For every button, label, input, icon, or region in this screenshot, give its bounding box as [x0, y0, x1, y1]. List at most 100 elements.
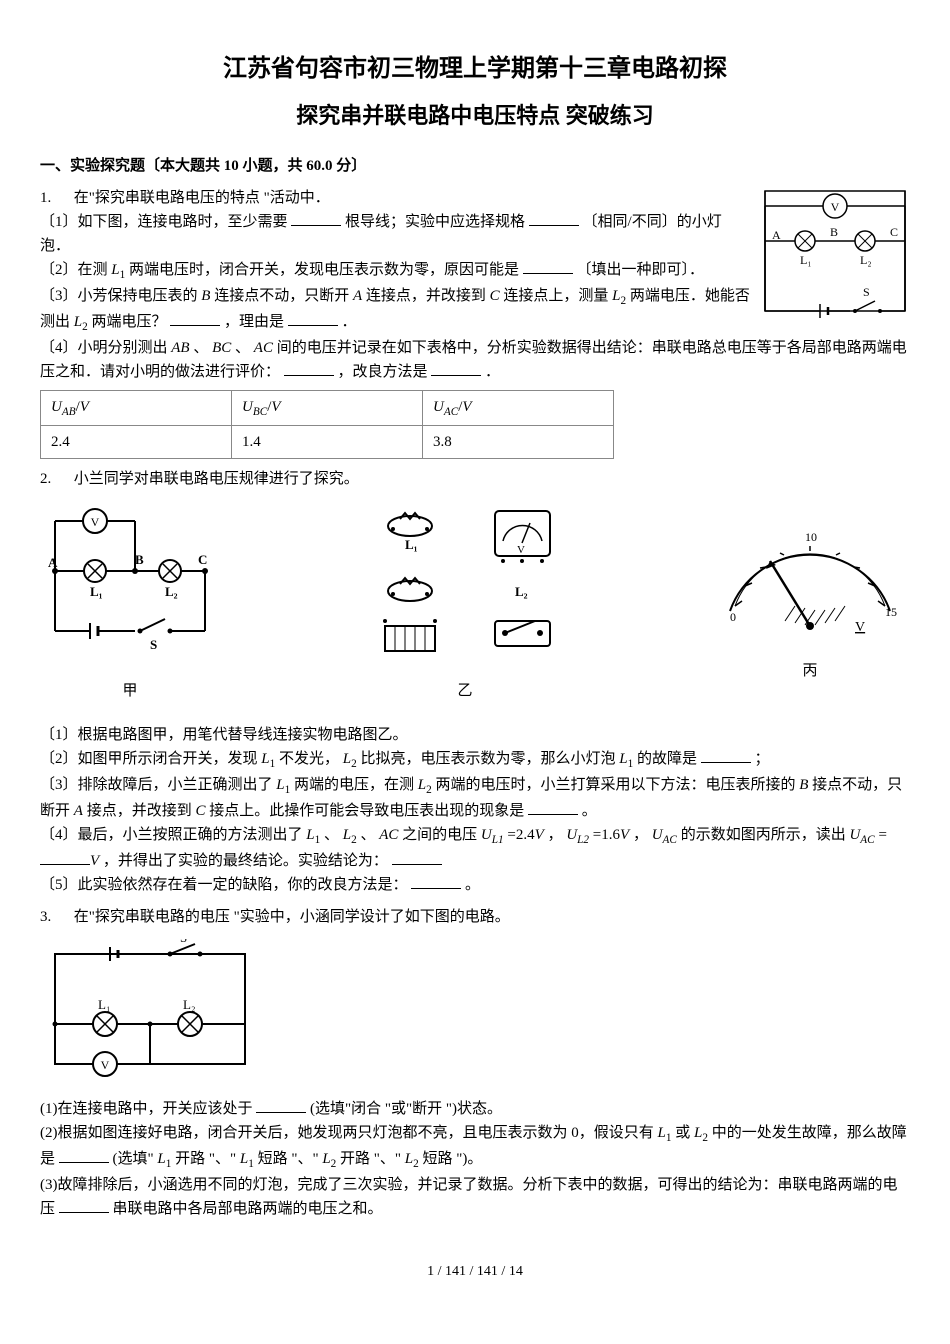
q1-p3f: 两端电压？: [91, 314, 166, 330]
q2-p4d: 之间的电压: [402, 827, 481, 843]
q1-p4b: 、: [193, 340, 208, 356]
svg-text:L₂: L₂: [860, 253, 872, 267]
q1-p2c: 〔填出一种即可〕．: [577, 262, 705, 278]
svg-text:L₁: L₁: [98, 997, 110, 1012]
svg-text:10: 10: [805, 530, 817, 544]
q3-p2h: 短路 ")。: [423, 1151, 483, 1167]
q2-p4c: 、: [360, 827, 375, 843]
circuit-diagram-icon: V A B C L₁ L₂: [760, 186, 910, 326]
q3-p1b: (选填"闭合 "或"断开 ")状态。: [310, 1101, 502, 1117]
figure-bing: 0 10 15 V 丙: [710, 501, 910, 683]
blank: [40, 849, 90, 865]
q1-p1a: 〔1〕如下图，连接电路时，至少需要: [40, 214, 288, 230]
blank: [59, 1147, 109, 1163]
q1-p4f: ．: [485, 364, 500, 380]
figure-label-jia: 甲: [40, 679, 220, 703]
q2-p5a: 〔5〕此实验依然存在着一定的缺陷，你的改良方法是：: [40, 877, 408, 893]
svg-text:S: S: [180, 939, 187, 945]
svg-text:L₁: L₁: [800, 253, 812, 267]
q3-p2a: (2)根据如图连接好电路，闭合开关后，她发现两只灯泡都不亮，且电压表示数为 0，…: [40, 1125, 654, 1141]
q2-p4a: 〔4〕最后，小兰按照正确的方法测出了: [40, 827, 306, 843]
q2-p2c: 比拟亮，电压表示数为零，那么小灯泡: [360, 751, 619, 767]
blank: [288, 310, 338, 326]
svg-text:15: 15: [885, 605, 897, 619]
blank: [701, 747, 751, 763]
q2-p3e: 接点，并改接到: [87, 803, 196, 819]
q1-p3a: 〔3〕小芳保持电压表的: [40, 288, 201, 304]
page-footer: 1 / 141 / 141 / 14: [40, 1261, 910, 1283]
q1-p2b: 两端电压时，闭合开关，发现电压表示数为零，原因可能是: [129, 262, 519, 278]
blank: [291, 210, 341, 226]
q2-p3g: 。: [582, 803, 597, 819]
q1-circuit-figure: V A B C L₁ L₂: [760, 186, 910, 334]
svg-text:L₁: L₁: [405, 537, 418, 552]
q3-p2d: (选填": [113, 1151, 154, 1167]
q2-p4e: =2.4: [507, 827, 534, 843]
circuit-jia-icon: V A B C L₁ L₂: [40, 501, 220, 671]
q1-p3c: 连接点，并改接到: [366, 288, 490, 304]
table-row: 2.4 1.4 3.8: [41, 425, 614, 458]
q2-p2d: 的故障是: [637, 751, 697, 767]
circuit-q3-icon: S L₁ L₂ V: [40, 939, 260, 1079]
q3-p1a: (1)在连接电路中，开关应该处于: [40, 1101, 253, 1117]
q2-p3f: 接点上。此操作可能会导致电压表出现的现象是: [209, 803, 524, 819]
q3-intro: 在"探究串联电路的电压 "实验中，小涵同学设计了如下图的电路。: [74, 909, 510, 925]
q2-p4b: 、: [324, 827, 339, 843]
blank: [256, 1097, 306, 1113]
blank: [59, 1197, 109, 1213]
svg-text:V: V: [855, 620, 865, 635]
q2-p3c: 两端的电压时，小兰打算采用以下方法：电压表所接的: [435, 777, 799, 793]
svg-text:V: V: [101, 1058, 110, 1072]
q2-p1: 〔1〕根据电路图甲，用笔代替导线连接实物电路图乙。: [40, 727, 408, 743]
svg-text:L₂: L₂: [515, 584, 528, 599]
figure-label-yi: 乙: [355, 679, 575, 703]
q1-p3b: 连接点不动，只断开: [214, 288, 353, 304]
q3-p2g: 开路 "、": [340, 1151, 401, 1167]
blank: [411, 873, 461, 889]
svg-text:L₂: L₂: [165, 584, 178, 599]
svg-text:A: A: [48, 555, 58, 570]
q2-number: 2.: [40, 467, 70, 491]
q2-p4j: =: [878, 827, 886, 843]
q3-p2e: 开路 "、": [175, 1151, 236, 1167]
q3-p2f: 短路 "、": [258, 1151, 319, 1167]
q2-p5b: 。: [465, 877, 480, 893]
svg-text:S: S: [863, 285, 870, 299]
q3-figure: S L₁ L₂ V: [40, 939, 910, 1087]
question-3: 3. 在"探究串联电路的电压 "实验中，小涵同学设计了如下图的电路。 S: [40, 905, 910, 1221]
q2-p2e: ；: [754, 751, 769, 767]
svg-text:0: 0: [730, 610, 736, 624]
blank: [431, 360, 481, 376]
blank: [528, 799, 578, 815]
q1-p3g: ，理由是: [224, 314, 284, 330]
title-line1: 江苏省句容市初三物理上学期第十三章电路初探: [40, 50, 910, 88]
q2-p3a: 〔3〕排除故障后，小兰正确测出了: [40, 777, 276, 793]
q1-intro: 在"探究串联电路电压的特点 "活动中．: [74, 190, 330, 206]
q2-p2a: 〔2〕如图甲所示闭合开关，发现: [40, 751, 261, 767]
q2-p4h: ，: [633, 827, 648, 843]
q2-p4k: ，并得出了实验的最终结论。实验结论为：: [103, 853, 388, 869]
q1-p4e: ，改良方法是: [338, 364, 428, 380]
svg-text:L₂: L₂: [183, 997, 195, 1012]
voltmeter-bing-icon: 0 10 15 V: [710, 501, 910, 651]
q1-p1b: 根导线；实验中应选择规格: [345, 214, 525, 230]
svg-text:V: V: [831, 200, 840, 214]
q1-p2a: 〔2〕在测: [40, 262, 111, 278]
svg-text:L₁: L₁: [90, 584, 103, 599]
q2-p4i: 的示数如图丙所示，读出: [681, 827, 850, 843]
blank: [523, 258, 573, 274]
blank: [529, 210, 579, 226]
q2-p3b: 两端的电压，在测: [294, 777, 418, 793]
q3-number: 3.: [40, 905, 70, 929]
label-L1: L: [111, 262, 119, 278]
blank: [170, 310, 220, 326]
blank: [392, 849, 442, 865]
q1-data-table: UAB/V UBC/V UAC/V 2.4 1.4 3.8: [40, 390, 614, 459]
svg-text:S: S: [150, 637, 157, 652]
title-line2: 探究串并联电路中电压特点 突破练习: [40, 98, 910, 133]
q2-p4g: =1.6: [593, 827, 620, 843]
q1-p3d: 连接点上，测量: [503, 288, 612, 304]
table-row: UAB/V UBC/V UAC/V: [41, 390, 614, 425]
blank: [284, 360, 334, 376]
q2-figures: V A B C L₁ L₂: [40, 501, 910, 703]
